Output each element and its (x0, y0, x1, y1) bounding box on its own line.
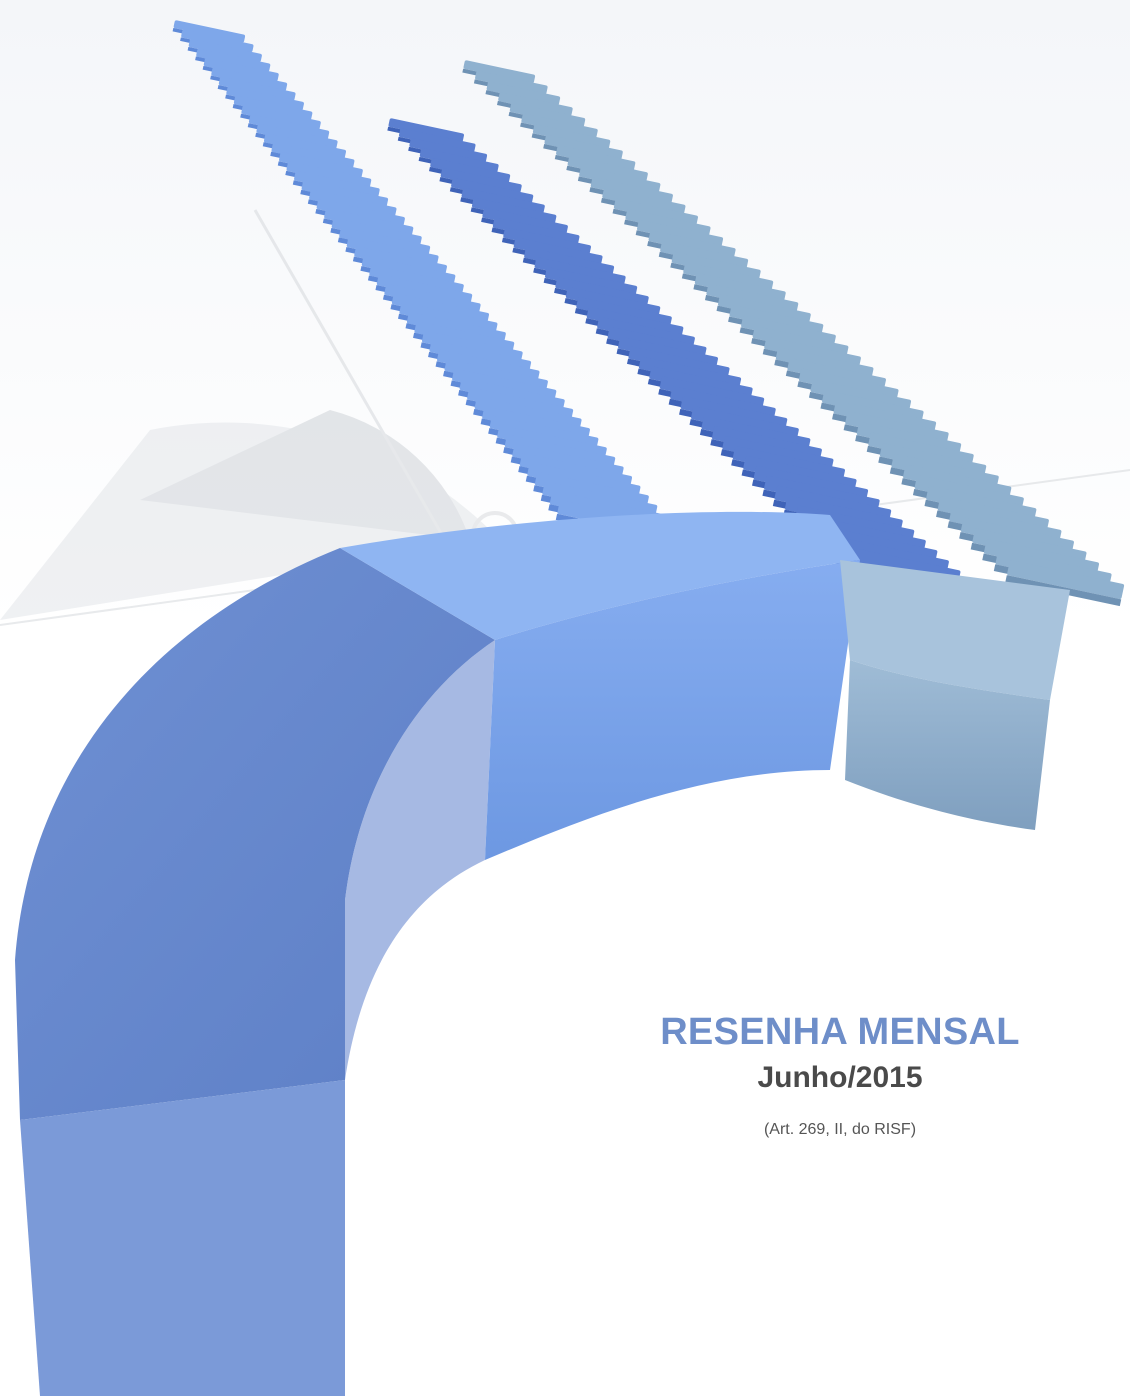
bar-segment (203, 58, 279, 82)
bar-segment (294, 170, 380, 198)
bar-segment (637, 219, 724, 248)
bar-segment (241, 105, 321, 130)
document-period: Junho/2015 (757, 1061, 923, 1094)
bar-segment (398, 128, 476, 153)
bar-segment (475, 71, 548, 95)
bar-segment (625, 209, 711, 237)
bar-segment (590, 177, 673, 204)
bar-segment (521, 113, 598, 139)
bar-segment (498, 92, 573, 117)
bar-segment (1007, 560, 1125, 600)
bar-segment (301, 180, 389, 208)
bar-row-light-blue (172, 20, 675, 545)
bar-segment (648, 230, 736, 259)
bar-segment (196, 48, 271, 72)
bar-row-steel-blue (462, 60, 1125, 607)
bar-segment (331, 218, 422, 247)
bar-segment (316, 199, 405, 227)
bar-segment (461, 187, 545, 215)
bar-segment (181, 29, 254, 53)
bar-segment (451, 177, 534, 204)
bar-segment (419, 148, 499, 173)
bar-segment (463, 60, 536, 84)
bar-segment (613, 198, 698, 226)
bar-segment (440, 168, 522, 194)
bar-segment (188, 39, 262, 62)
bar-segment (309, 189, 397, 218)
bar-segment (486, 81, 561, 106)
bar-segment (532, 124, 611, 150)
bar-segment (492, 217, 580, 246)
bar-segment (211, 67, 288, 91)
bar-segment (248, 114, 330, 140)
bar-segment (388, 118, 464, 143)
bar-segment (472, 197, 557, 225)
bar-segment (256, 123, 338, 150)
bar-segment (503, 227, 591, 256)
bar-segment (482, 207, 568, 235)
arc-block-medium (340, 511, 860, 860)
bar-row-dark-blue (387, 118, 961, 593)
arc-block-large (15, 548, 495, 1396)
arc-block-small (840, 560, 1070, 830)
bar-segment (324, 208, 414, 237)
bar-segment (218, 76, 296, 101)
bar-segment (173, 20, 246, 43)
bar-segment (544, 134, 623, 161)
document-title: RESENHA MENSAL (660, 1011, 1020, 1053)
bar-segment (409, 138, 488, 163)
bar-segment (233, 95, 313, 121)
bar-segment (264, 133, 346, 159)
bar-segment (271, 142, 355, 169)
document-reference: (Art. 269, II, do RISF) (763, 1121, 917, 1138)
bar-segment (567, 156, 648, 182)
bar-segment (279, 152, 363, 179)
bar-segment (430, 158, 511, 184)
bar-segment (339, 227, 431, 257)
bar-segment (579, 166, 661, 193)
bar-segment (226, 86, 304, 111)
bar-segment (602, 188, 686, 215)
bar-segment (509, 102, 586, 128)
bar-segment (286, 161, 372, 189)
bar-segment (556, 145, 636, 172)
cover-title-block: RESENHA MENSAL Junho/2015 (Art. 269, II,… (560, 1010, 1120, 1140)
